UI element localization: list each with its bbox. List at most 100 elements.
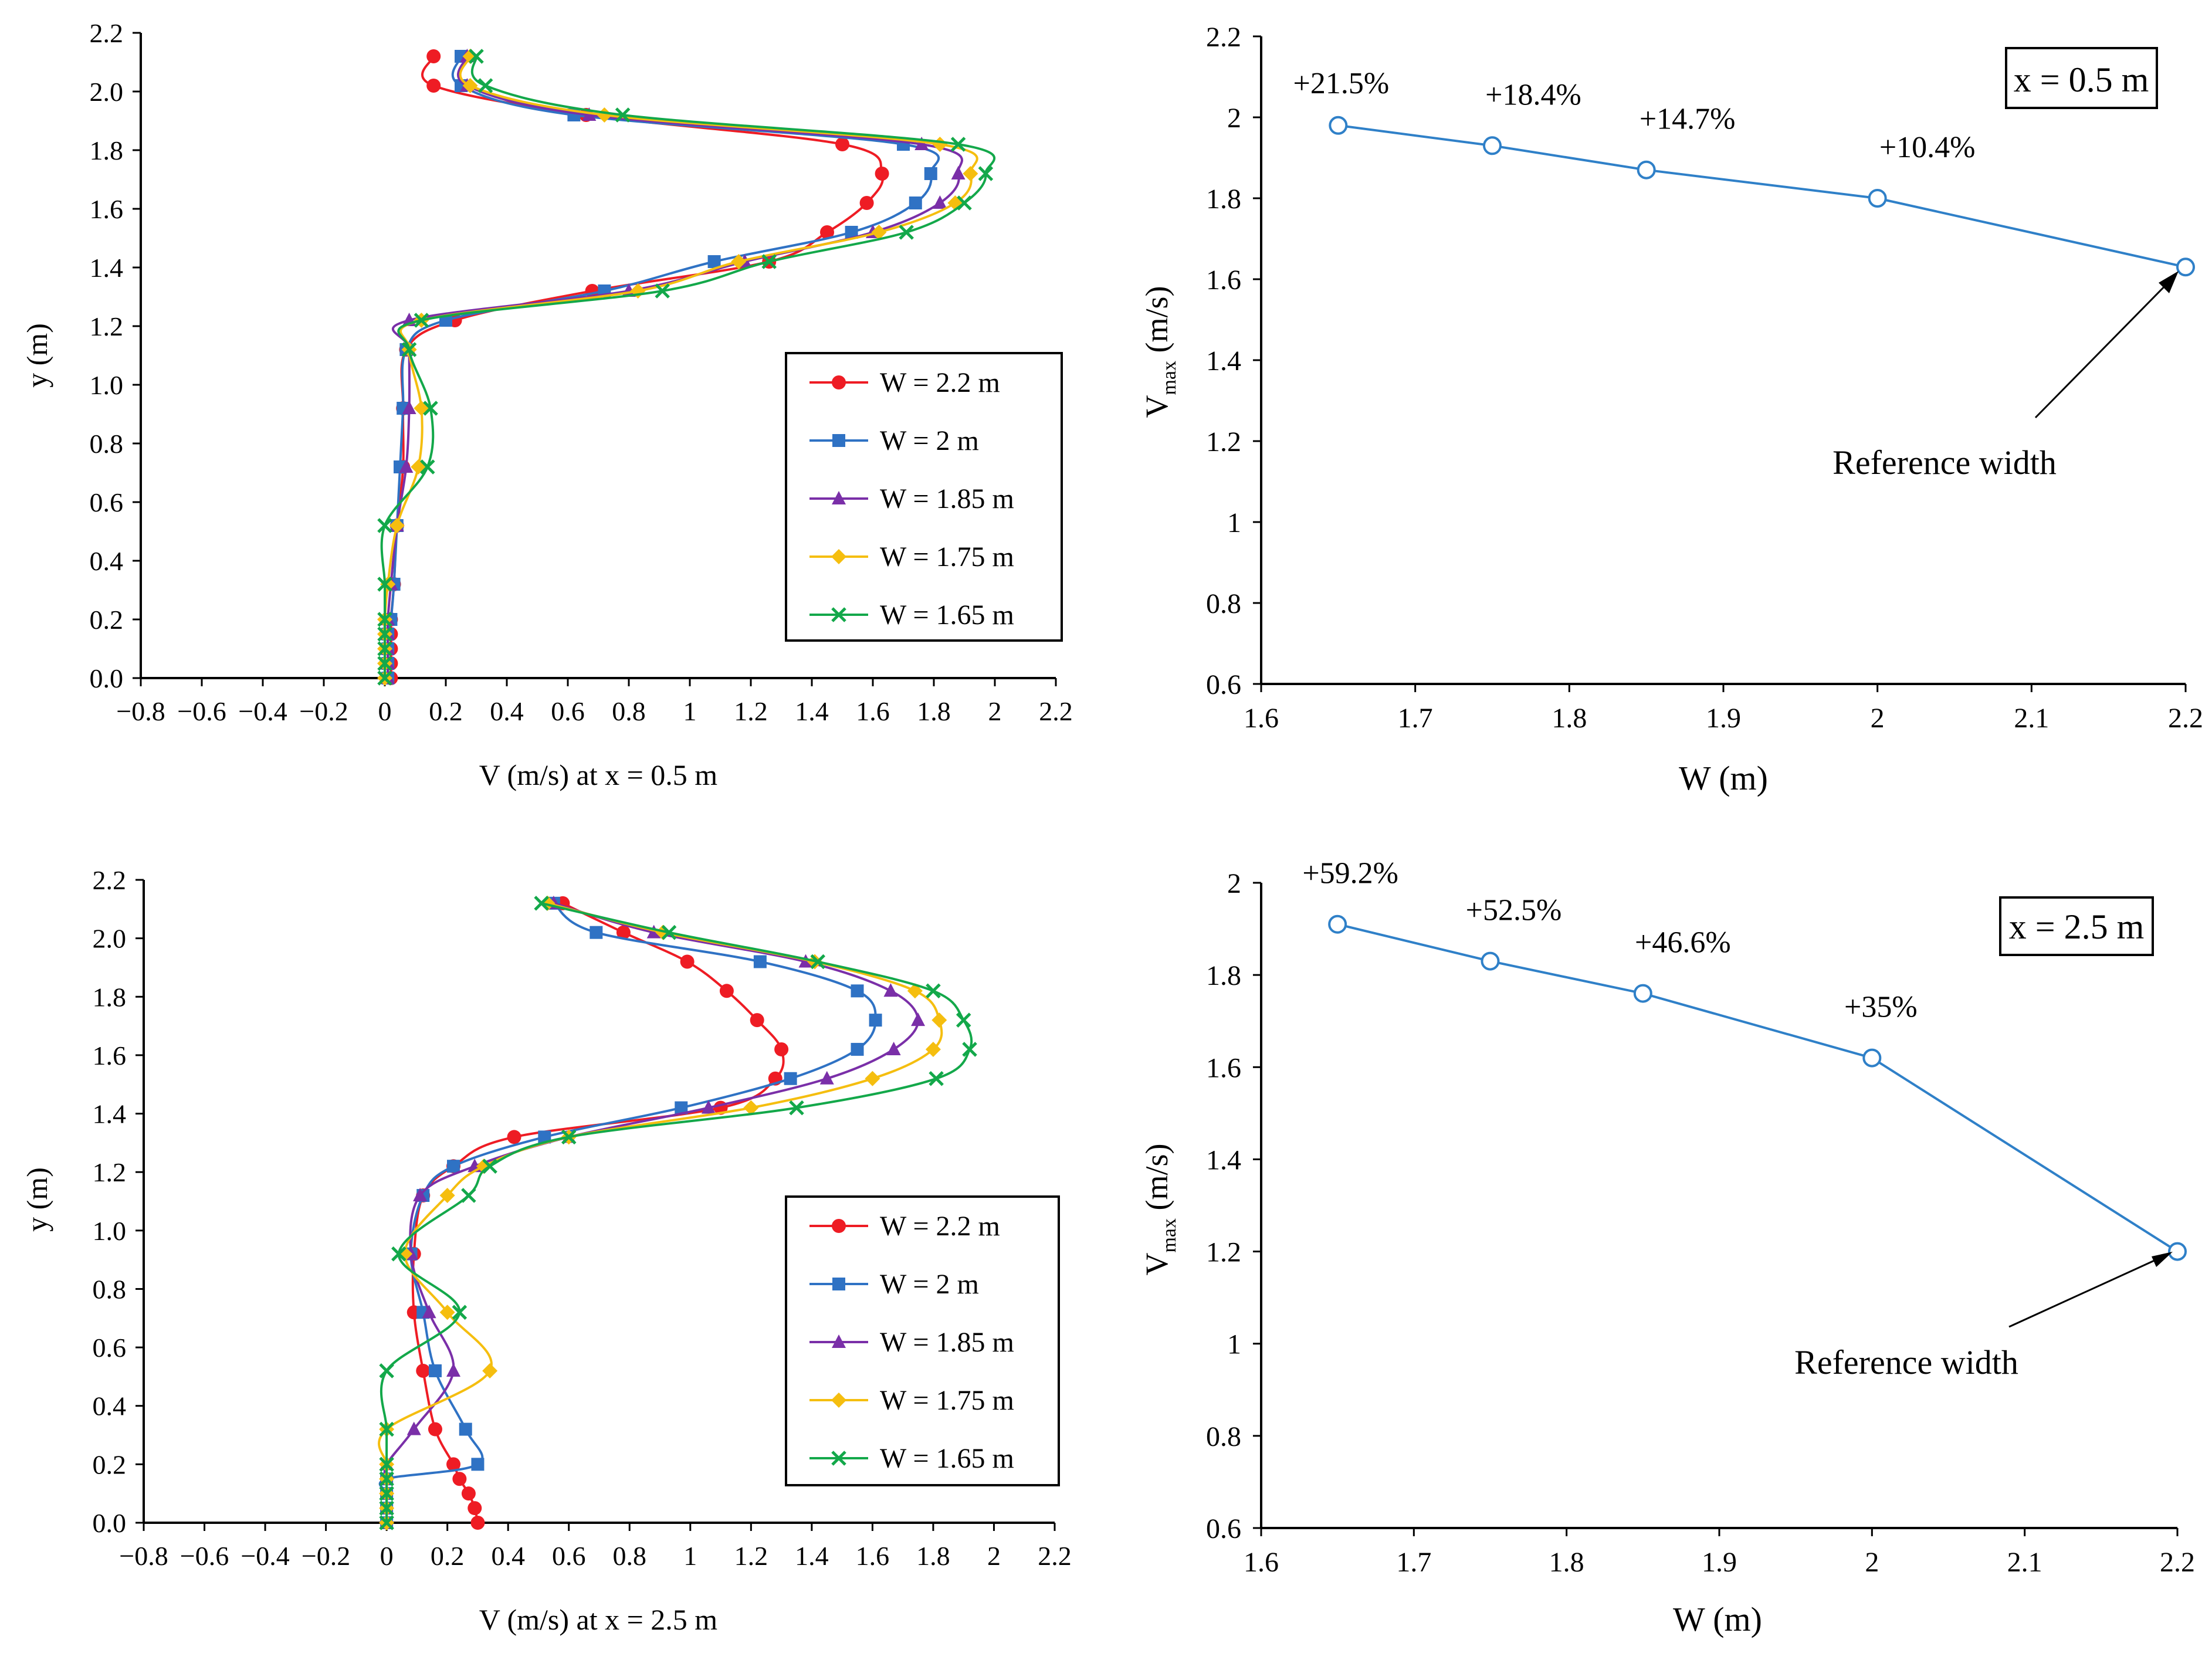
percent-label: +21.5% — [1293, 67, 1390, 100]
data-point — [407, 1421, 421, 1435]
chart-vmax-x05: 1.6 1.7 1.8 1.9 2 2.1 2.2 0.6 0.8 1 1.2 1.4 1.6 1.8 2 2… — [1139, 22, 2203, 797]
x-tick-label: 1.6 — [1244, 703, 1279, 734]
data-point — [379, 1486, 394, 1501]
x-tick-label: 1 — [683, 1541, 697, 1571]
y-tick-label: 2.2 — [93, 865, 127, 895]
data-point — [446, 1457, 461, 1472]
x-tick-label: 2.2 — [2160, 1547, 2195, 1578]
vmax-point — [2176, 258, 2195, 277]
data-point — [789, 1100, 804, 1116]
x-tick-label: 2.1 — [2014, 703, 2049, 734]
x-tick-label: 0.4 — [490, 696, 524, 726]
y-tick-label: 1.4 — [93, 1099, 127, 1129]
y-tick-label: 0.4 — [90, 546, 124, 576]
x-tick-label: −0.8 — [116, 696, 165, 726]
series-line — [380, 902, 973, 1523]
y-tick-label: 1.6 — [90, 194, 124, 224]
y-tick-label: 1.2 — [1206, 1237, 1241, 1268]
x-tick-label: 1.2 — [734, 1541, 768, 1571]
y-tick-label: 0.0 — [90, 663, 124, 693]
y-tick-label: 1.6 — [93, 1041, 127, 1070]
y-label-sub: max — [1158, 1218, 1180, 1253]
legend-swatch-marker — [831, 549, 846, 564]
x-tick-label: −0.4 — [240, 1541, 289, 1571]
data-point — [925, 1041, 941, 1057]
data-point — [957, 195, 972, 211]
y-tick-label: 2.0 — [90, 77, 124, 107]
x-tick-label: 2 — [988, 696, 1002, 726]
y-tick-label: 0.8 — [1206, 1421, 1241, 1452]
vmax-point — [1868, 189, 1887, 208]
percent-label: +46.6% — [1635, 926, 1731, 960]
percent-label: +35% — [1844, 991, 1918, 1024]
y-axis-label: y (m) — [21, 1167, 53, 1232]
vmax-point — [1329, 116, 1348, 135]
x-tick-label: −0.2 — [302, 1541, 350, 1571]
reference-arrow-line — [2008, 1255, 2164, 1328]
y-tick-label: 0.8 — [93, 1274, 127, 1304]
vmax-point — [1862, 1048, 1882, 1068]
data-point — [477, 78, 493, 93]
x-tick-label: 1.4 — [795, 696, 829, 726]
y-tick-label: 1 — [1227, 507, 1241, 538]
x-tick-label: 2.2 — [1039, 696, 1073, 726]
x-tick-label: 1.6 — [856, 696, 890, 726]
legend-box — [785, 352, 1063, 642]
x-tick-label: 2 — [1865, 1547, 1879, 1578]
axis-ticks: −0.8 −0.6 −0.4 −0.2 0 0.2 0.4 0.6 0.8 1 1.2 1.4 1.6 1… — [90, 18, 1073, 726]
legend-label: W = 1.65 m — [880, 599, 1014, 631]
location-box — [1999, 896, 2154, 956]
data-point — [875, 167, 889, 181]
legend: W = 2.2 m W = 2 m W = 1.85 m W = 1.75 m W = … — [785, 352, 1063, 642]
vmax-point — [1637, 160, 1656, 179]
data-point — [810, 954, 825, 970]
axis-ticks: −0.8 −0.6 −0.4 −0.2 0 0.2 0.4 0.6 0.8 1 1.2 1.4 1.6 1… — [93, 865, 1072, 1571]
y-tick-label: 1.8 — [90, 135, 124, 165]
x-tick-label: 1.8 — [917, 696, 951, 726]
data-point — [420, 459, 435, 475]
data-point — [750, 1013, 764, 1028]
legend-swatch-marker — [832, 1278, 845, 1290]
data-point — [869, 1014, 882, 1027]
data-point — [538, 1130, 551, 1144]
data-point — [956, 1012, 971, 1028]
percent-label: +59.2% — [1302, 857, 1398, 890]
x-tick-label: 0.8 — [613, 1541, 647, 1571]
data-point — [379, 1363, 394, 1378]
location-box — [2005, 47, 2158, 109]
legend-swatch-marker — [832, 1219, 846, 1233]
y-tick-label: 1.0 — [93, 1216, 127, 1246]
data-point — [461, 1188, 476, 1203]
data-point — [616, 925, 631, 940]
data-point — [731, 254, 747, 269]
legend-swatch-marker — [831, 1393, 846, 1408]
x-tick-label: 1.8 — [916, 1541, 950, 1571]
x-tick-label: 1.8 — [1549, 1547, 1584, 1578]
data-point — [859, 196, 874, 210]
x-tick-label: 2.2 — [1038, 1541, 1072, 1571]
y-label-main: V — [1139, 1253, 1174, 1276]
data-point — [590, 926, 603, 939]
legend-swatch-marker — [831, 1451, 846, 1466]
y-tick-label: 1.4 — [1206, 345, 1241, 377]
data-point — [452, 1305, 468, 1320]
legend-label: W = 1.75 m — [880, 1385, 1014, 1416]
data-point — [379, 1456, 394, 1472]
data-point — [426, 79, 441, 93]
data-point — [377, 656, 392, 671]
data-point — [819, 1070, 834, 1085]
x-tick-label: 0.2 — [429, 696, 463, 726]
y-tick-label: 0.8 — [1206, 588, 1241, 619]
x-tick-label: 0.2 — [431, 1541, 465, 1571]
x-tick-label: 1.9 — [1702, 1547, 1737, 1578]
legend-swatch-marker — [832, 491, 846, 504]
data-point — [655, 283, 670, 299]
y-tick-label: 2.0 — [93, 924, 127, 954]
data-point — [845, 226, 858, 239]
x-tick-label: 0.8 — [612, 696, 646, 726]
data-point — [471, 1458, 485, 1471]
data-point — [950, 137, 966, 152]
reference-arrow-head — [2152, 1252, 2173, 1267]
y-tick-label: 1.4 — [90, 253, 124, 283]
data-point — [423, 401, 438, 416]
